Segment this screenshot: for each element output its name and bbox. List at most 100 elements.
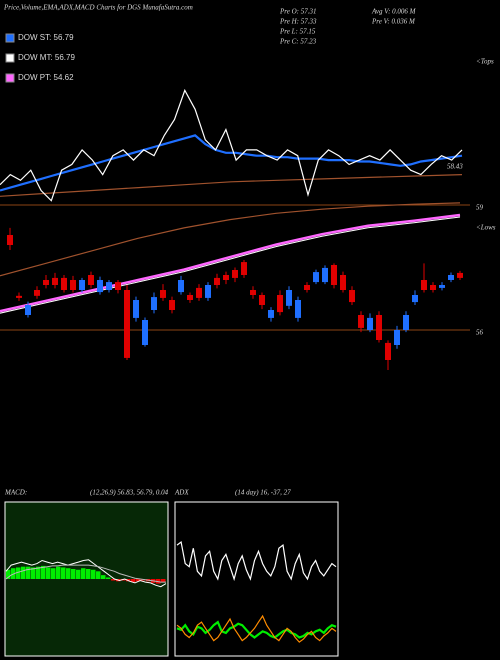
candle-body	[223, 275, 229, 280]
candle-body	[160, 290, 166, 298]
legend-label: DOW ST: 56.79	[18, 33, 74, 42]
candle-body	[295, 300, 301, 318]
macd-bar	[81, 568, 86, 579]
candle-body	[421, 280, 427, 290]
candle-body	[34, 290, 40, 296]
macd-bar	[56, 566, 61, 579]
stat-label: Pre L: 57.15	[279, 28, 316, 36]
candle-body	[61, 277, 67, 290]
macd-bar	[101, 575, 106, 579]
candle-body	[169, 300, 175, 310]
ema-line	[0, 202, 461, 277]
candle-body	[331, 265, 337, 285]
legend-label: DOW PT: 54.62	[18, 73, 74, 82]
adx-line	[176, 620, 337, 639]
candle-body	[232, 270, 238, 278]
y-tick-label: 56	[476, 329, 484, 337]
candle-body	[214, 277, 220, 285]
candle-body	[196, 287, 202, 298]
candle-body	[340, 275, 346, 290]
candle-body	[268, 310, 274, 318]
macd-bar	[131, 579, 136, 583]
legend-swatch	[5, 73, 15, 83]
macd-bar	[136, 579, 141, 582]
candle-body	[394, 330, 400, 345]
macd-bar	[76, 569, 81, 579]
macd-bar	[71, 568, 76, 579]
candle-body	[133, 300, 139, 318]
candle-body	[205, 285, 211, 298]
candle-body	[7, 235, 13, 245]
adx-label: ADX	[174, 489, 189, 497]
stat-label: Pre H: 57.33	[279, 18, 317, 26]
top-line	[0, 134, 463, 192]
candle-body	[358, 315, 364, 328]
macd-bar	[36, 566, 41, 579]
macd-bar	[86, 568, 91, 579]
top-line	[0, 88, 463, 202]
candle-body	[259, 295, 265, 305]
macd-bar	[91, 569, 96, 579]
macd-label: MACD:	[4, 489, 27, 497]
macd-bar	[16, 567, 21, 579]
ema-edge	[0, 216, 461, 314]
candle-body	[79, 280, 85, 290]
candle-body	[430, 285, 436, 290]
ema-line	[0, 213, 461, 313]
macd-bar	[41, 565, 46, 579]
legend-swatch	[5, 53, 15, 63]
macd-params: (12,26,9) 56.83, 56.79, 0.04	[90, 489, 169, 497]
candle-body	[16, 295, 22, 298]
macd-bar	[51, 568, 56, 579]
macd-bar	[111, 579, 116, 581]
macd-bar	[61, 567, 66, 579]
candle-body	[187, 295, 193, 300]
stat-label: Avg V: 0.006 M	[371, 8, 417, 16]
candle-body	[448, 275, 454, 280]
candle-body	[97, 280, 103, 293]
candle-body	[43, 280, 49, 285]
macd-bar	[161, 579, 166, 583]
legend-swatch	[5, 33, 15, 43]
candle-body	[124, 290, 130, 358]
candle-body	[115, 282, 121, 290]
macd-bar	[96, 571, 101, 579]
macd-bar	[6, 569, 11, 579]
stat-label: Pre V: 0.036 M	[371, 18, 416, 26]
candle-body	[250, 290, 256, 295]
macd-bar	[106, 577, 111, 579]
macd-bar	[26, 566, 31, 579]
candle-body	[376, 315, 382, 340]
macd-bar	[21, 566, 26, 579]
adx-line	[176, 540, 337, 582]
macd-bar	[11, 568, 16, 579]
stat-label: Pre O: 57.31	[279, 8, 316, 16]
candle-body	[286, 290, 292, 306]
y-tick-label: 59	[476, 204, 484, 212]
candle-body	[385, 342, 391, 360]
candle-body	[439, 285, 445, 288]
macd-bar	[66, 568, 71, 579]
lows-label: <Lows	[476, 224, 496, 232]
adx-params: (14 day) 16, -37, 27	[235, 489, 291, 497]
candle-body	[142, 320, 148, 345]
candle-body	[403, 315, 409, 330]
candle-body	[241, 262, 247, 275]
adx-line	[176, 614, 337, 643]
candle-body	[304, 285, 310, 290]
candle-body	[151, 297, 157, 310]
candle-body	[457, 272, 463, 278]
candle-body	[322, 267, 328, 283]
macd-line	[5, 559, 167, 588]
candle-body	[178, 280, 184, 293]
candle-body	[349, 290, 355, 303]
candle-body	[25, 305, 31, 315]
candle-body	[70, 280, 76, 290]
top-line	[0, 174, 463, 197]
candle-body	[106, 282, 112, 290]
legend-label: DOW MT: 56.79	[18, 53, 75, 62]
candle-body	[52, 277, 58, 285]
candle-body	[313, 272, 319, 283]
